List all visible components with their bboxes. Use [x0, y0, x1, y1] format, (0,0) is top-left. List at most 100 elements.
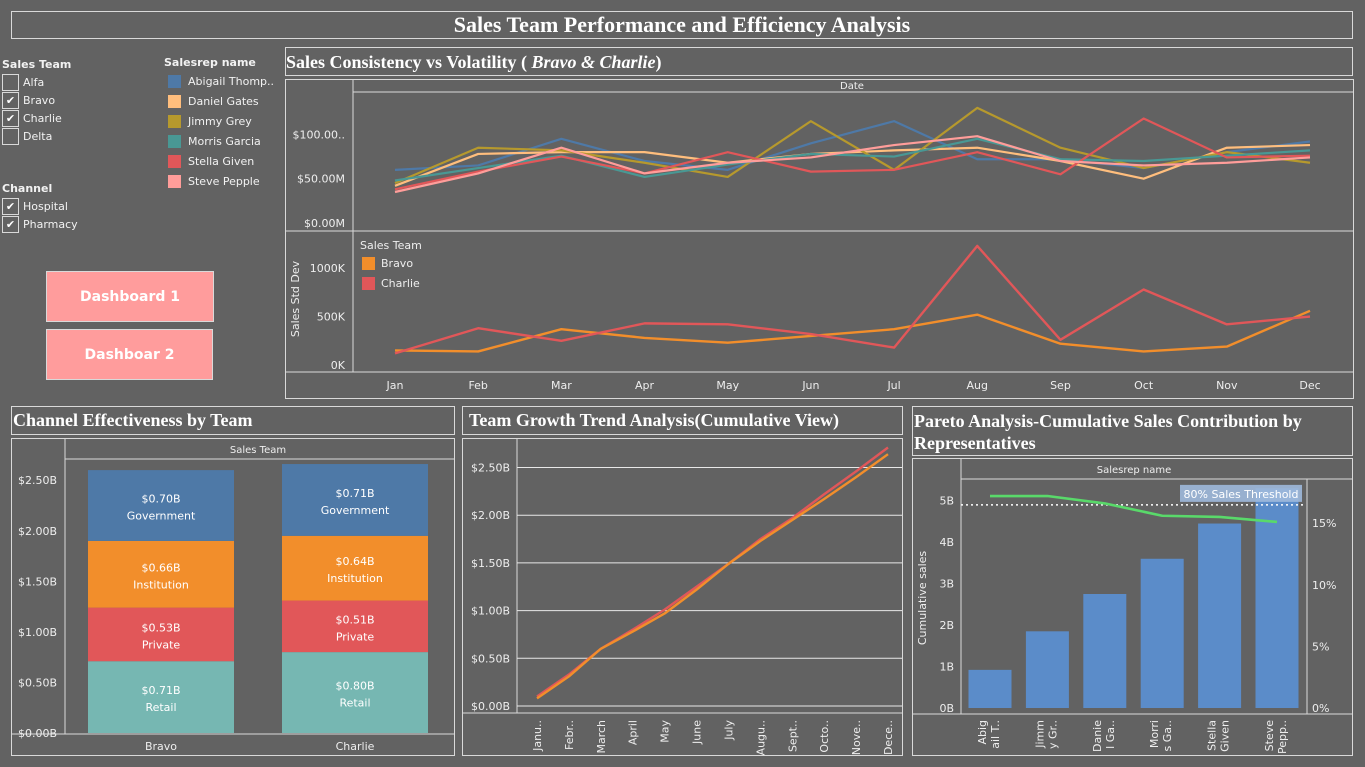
month-tick-label: Sep [1050, 379, 1071, 392]
rep-series-line [394, 135, 1311, 194]
pareto-y-tick-label: 1B [939, 661, 954, 674]
channel-bar-segment [88, 661, 234, 733]
salesrep-legend-item[interactable]: Abigail Thomp.. [168, 73, 274, 89]
channel-option-label: Pharmacy [23, 217, 78, 231]
month-tick-label: Dece.. [882, 720, 895, 755]
pareto-frame [912, 458, 1353, 756]
pareto-y-tick-label: 4B [939, 536, 954, 549]
channel-checkbox[interactable]: ✔ [2, 197, 19, 215]
sales-team-filter-title: Sales Team [2, 58, 72, 71]
salesrep-legend-item[interactable]: Jimmy Grey [168, 113, 252, 129]
rep-tick-label: Morri [1148, 720, 1161, 748]
growth-y-tick-label: $2.00B [471, 509, 510, 522]
team-legend-swatch [362, 257, 375, 270]
growth-frame [462, 438, 903, 756]
team-legend-label: Charlie [381, 277, 420, 290]
sales-team-option-delta[interactable]: Delta [2, 127, 53, 145]
dashboard-2-button[interactable]: Dashboar 2 [46, 329, 213, 380]
bottom-y-tick-label: 0K [331, 359, 346, 372]
segment-channel-label: Private [142, 638, 181, 651]
date-header: Date [840, 81, 864, 92]
salesrep-color-swatch [168, 94, 181, 108]
team-legend-title: Sales Team [360, 239, 422, 252]
month-tick-label: Apr [635, 379, 655, 392]
bottom-y-tick-label: 500K [317, 311, 346, 324]
segment-value-label: $0.80B [335, 680, 374, 693]
month-tick-label: Sept.. [786, 720, 799, 752]
segment-value-label: $0.71B [141, 684, 180, 697]
rep-tick-label: Steve [1263, 720, 1276, 752]
consistency-title-panel [285, 47, 1353, 76]
channel-frame [11, 438, 455, 756]
rep-series-line [394, 117, 1311, 191]
channel-bar-segment [282, 464, 428, 536]
channel-option-hospital[interactable]: ✔ Hospital [2, 197, 68, 215]
channel-option-label: Hospital [23, 199, 68, 213]
month-tick-label: Febr.. [563, 720, 576, 750]
cumulative-team-line [536, 453, 889, 700]
salesrep-legend-item[interactable]: Morris Garcia [168, 133, 261, 149]
team-std-dev-line [394, 309, 1311, 353]
sales-team-option-charlie[interactable]: ✔ Charlie [2, 109, 62, 127]
channel-bar-segment [282, 600, 428, 653]
salesrep-legend-item[interactable]: Stella Given [168, 153, 254, 169]
channel-chart-title: Channel Effectiveness by Team [13, 410, 253, 430]
pareto-y2-tick-label: 15% [1312, 517, 1336, 530]
segment-channel-label: Government [321, 504, 390, 517]
sales-team-option-alfa[interactable]: Alfa [2, 73, 45, 91]
header-panel [11, 11, 1353, 39]
std-dev-axis-label: Sales Std Dev [289, 260, 302, 337]
growth-y-tick-label: $2.50B [471, 462, 510, 475]
segment-value-label: $0.71B [335, 487, 374, 500]
top-y-tick-label: $100.00.. [293, 128, 345, 141]
rep-tick-label: l Ga.. [1104, 720, 1117, 749]
channel-checkbox[interactable]: ✔ [2, 215, 19, 233]
sales-team-option-label: Alfa [23, 75, 45, 89]
channel-bar-segment [88, 540, 234, 608]
salesrep-legend-title: Salesrep name [164, 56, 256, 69]
rep-cumulative-bar [1025, 631, 1069, 708]
channel-y-tick-label: $2.00B [18, 525, 57, 538]
channel-y-tick-label: $1.00B [18, 626, 57, 639]
top-y-tick-label: $0.00M [304, 217, 345, 230]
channel-bar-segment [88, 470, 234, 541]
consistency-chart-title: Sales Consistency vs Volatility ( Bravo … [286, 52, 662, 72]
segment-value-label: $0.70B [141, 493, 180, 506]
rep-tick-label: ail T.. [989, 720, 1002, 749]
month-tick-label: Augu.. [754, 720, 767, 755]
team-legend-swatch [362, 277, 375, 290]
cumulative-sales-axis-label: Cumulative sales [916, 551, 929, 646]
page-title: Sales Team Performance and Efficiency An… [453, 12, 911, 37]
salesrep-legend-label: Steve Pepple [188, 174, 260, 188]
month-tick-label: July [722, 720, 735, 741]
salesrep-legend-item[interactable]: Steve Pepple [168, 173, 260, 189]
top-y-tick-label: $50.00M [297, 173, 345, 186]
month-tick-label: Dec [1299, 379, 1320, 392]
sales-team-checkbox[interactable] [2, 73, 19, 91]
sales-team-checkbox[interactable]: ✔ [2, 109, 19, 127]
salesrep-header: Salesrep name [1097, 465, 1172, 476]
rep-tick-label: Stella [1206, 720, 1219, 751]
sales-team-checkbox[interactable] [2, 127, 19, 145]
sales-team-option-bravo[interactable]: ✔ Bravo [2, 91, 55, 109]
segment-channel-label: Retail [145, 701, 176, 714]
dashboard-1-button[interactable]: Dashboard 1 [46, 271, 214, 322]
bottom-y-tick-label: 1000K [310, 262, 346, 275]
segment-channel-label: Private [336, 630, 375, 643]
channel-y-tick-label: $1.50B [18, 575, 57, 588]
pareto-y2-tick-label: 0% [1312, 702, 1329, 715]
sales-team-checkbox[interactable]: ✔ [2, 91, 19, 109]
rep-tick-label: s Ga.. [1161, 720, 1174, 752]
channel-option-pharmacy[interactable]: ✔ Pharmacy [2, 215, 78, 233]
month-tick-label: Octo.. [818, 720, 831, 753]
month-tick-label: Nov [1216, 379, 1238, 392]
sales-team-option-label: Delta [23, 129, 53, 143]
pareto-title-panel [912, 406, 1353, 456]
segment-channel-label: Retail [339, 697, 370, 710]
salesrep-legend-item[interactable]: Daniel Gates [168, 93, 259, 109]
rep-series-line [394, 137, 1311, 182]
rep-tick-label: Danie [1091, 720, 1104, 752]
rep-tick-label: Jimm [1033, 720, 1046, 749]
channel-bar-segment [282, 652, 428, 733]
team-category-label: Charlie [336, 740, 375, 753]
